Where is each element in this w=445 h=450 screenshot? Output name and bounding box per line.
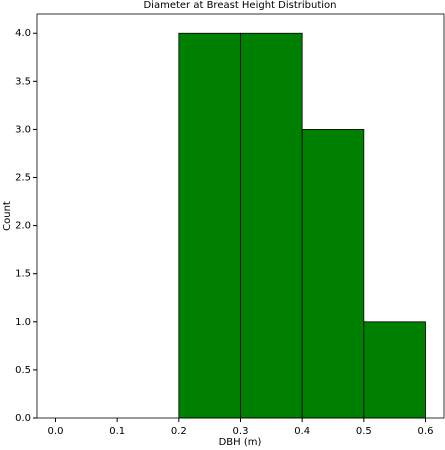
x-tick-label: 0.2 xyxy=(171,426,187,437)
y-axis-label: Count xyxy=(2,201,13,231)
bar xyxy=(240,32,303,419)
y-tick-label: 0.0 xyxy=(15,413,31,424)
y-tick-label: 1.0 xyxy=(15,317,31,328)
y-tick-label: 3.5 xyxy=(15,76,31,87)
y-tick-label: 0.5 xyxy=(15,365,31,376)
chart-title: Diameter at Breast Height Distribution xyxy=(143,0,336,11)
bar xyxy=(178,32,241,419)
y-tick-label: 4.0 xyxy=(15,28,31,39)
x-tick-label: 0.6 xyxy=(418,426,434,437)
x-tick-label: 0.1 xyxy=(109,426,125,437)
y-tick-label: 2.5 xyxy=(15,173,31,184)
x-tick-label: 0.4 xyxy=(294,426,310,437)
x-tick-label: 0.3 xyxy=(233,426,249,437)
x-axis-label: DBH (m) xyxy=(219,437,262,448)
y-tick-label: 3.0 xyxy=(15,124,31,135)
bar xyxy=(301,129,365,419)
x-tick-label: 0.5 xyxy=(356,426,372,437)
bar xyxy=(363,321,426,419)
y-tick-label: 2.0 xyxy=(15,221,31,232)
x-tick-label: 0.0 xyxy=(48,426,64,437)
y-tick-label: 1.5 xyxy=(15,269,31,280)
